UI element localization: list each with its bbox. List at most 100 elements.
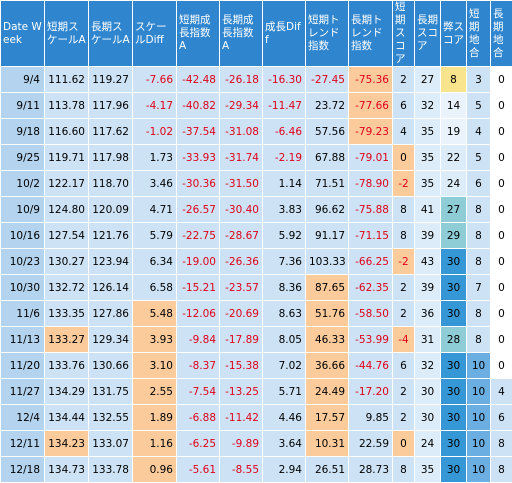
value-cell: -28.67 xyxy=(220,223,263,249)
value-cell: -66.25 xyxy=(349,249,393,275)
value-cell: 5 xyxy=(467,145,491,171)
value-cell: 118.70 xyxy=(89,171,133,197)
value-cell: 28.73 xyxy=(349,457,393,483)
value-cell: 134.23 xyxy=(45,431,89,457)
value-cell: 1.16 xyxy=(133,431,177,457)
value-cell: -15.21 xyxy=(177,275,220,301)
value-cell: 4 xyxy=(491,379,512,405)
value-cell: -12.06 xyxy=(177,301,220,327)
date-cell: 9/4 xyxy=(1,67,45,93)
header-cell: 長期スコア xyxy=(415,1,441,67)
value-cell: 5 xyxy=(467,93,491,119)
value-cell: 32 xyxy=(415,93,441,119)
value-cell: 133.78 xyxy=(89,457,133,483)
value-cell: 0 xyxy=(491,223,512,249)
value-cell: 8 xyxy=(467,197,491,223)
value-cell: 0 xyxy=(491,67,512,93)
value-cell: 39 xyxy=(415,275,441,301)
value-cell: 10 xyxy=(467,379,491,405)
value-cell: -31.50 xyxy=(220,171,263,197)
value-cell: 4.46 xyxy=(263,405,306,431)
value-cell: 1.73 xyxy=(133,145,177,171)
header-cell: スケールDiff xyxy=(133,1,177,67)
value-cell: -75.36 xyxy=(349,67,393,93)
value-cell: 129.34 xyxy=(89,327,133,353)
value-cell: 10.31 xyxy=(306,431,349,457)
value-cell: 0 xyxy=(491,197,512,223)
value-cell: 5.92 xyxy=(263,223,306,249)
value-cell: 127.86 xyxy=(89,301,133,327)
header-cell: 短期スコア xyxy=(393,1,415,67)
value-cell: 2 xyxy=(393,67,415,93)
value-cell: 10 xyxy=(467,457,491,483)
value-cell: 111.62 xyxy=(45,67,89,93)
value-cell: 35 xyxy=(415,171,441,197)
value-cell: -2 xyxy=(393,171,415,197)
value-cell: 103.33 xyxy=(306,249,349,275)
value-cell: 8 xyxy=(441,67,467,93)
value-cell: -6.46 xyxy=(263,119,306,145)
value-cell: 126.14 xyxy=(89,275,133,301)
date-cell: 11/27 xyxy=(1,379,45,405)
value-cell: -71.15 xyxy=(349,223,393,249)
value-cell: -6.88 xyxy=(177,405,220,431)
value-cell: 3.93 xyxy=(133,327,177,353)
value-cell: -8.37 xyxy=(177,353,220,379)
date-cell: 11/6 xyxy=(1,301,45,327)
value-cell: -79.01 xyxy=(349,145,393,171)
value-cell: 4.71 xyxy=(133,197,177,223)
value-cell: -11.42 xyxy=(220,405,263,431)
value-cell: 26.51 xyxy=(306,457,349,483)
value-cell: 0 xyxy=(491,93,512,119)
value-cell: 35 xyxy=(415,145,441,171)
value-cell: 130.27 xyxy=(45,249,89,275)
value-cell: 133.07 xyxy=(89,431,133,457)
value-cell: 3.83 xyxy=(263,197,306,223)
value-cell: 31 xyxy=(415,327,441,353)
value-cell: -77.66 xyxy=(349,93,393,119)
value-cell: -16.30 xyxy=(263,67,306,93)
value-cell: 2 xyxy=(393,275,415,301)
header-cell: 成長Diff xyxy=(263,1,306,67)
value-cell: 27 xyxy=(415,67,441,93)
value-cell: 2.55 xyxy=(133,379,177,405)
value-cell: 131.75 xyxy=(89,379,133,405)
value-cell: 132.55 xyxy=(89,405,133,431)
value-cell: -2 xyxy=(393,249,415,275)
value-cell: 91.17 xyxy=(306,223,349,249)
value-cell: 14 xyxy=(441,93,467,119)
value-cell: -30.36 xyxy=(177,171,220,197)
value-cell: 24.49 xyxy=(306,379,349,405)
value-cell: -9.84 xyxy=(177,327,220,353)
value-cell: 8 xyxy=(491,457,512,483)
value-cell: 8 xyxy=(467,223,491,249)
value-cell: 67.88 xyxy=(306,145,349,171)
value-cell: 2 xyxy=(393,301,415,327)
value-cell: 35 xyxy=(415,457,441,483)
value-cell: 8 xyxy=(467,301,491,327)
date-cell: 11/13 xyxy=(1,327,45,353)
value-cell: 134.44 xyxy=(45,405,89,431)
value-cell: 29 xyxy=(441,223,467,249)
value-cell: 41 xyxy=(415,197,441,223)
value-cell: 8.05 xyxy=(263,327,306,353)
value-cell: 30 xyxy=(441,457,467,483)
value-cell: 134.73 xyxy=(45,457,89,483)
value-cell: -31.08 xyxy=(220,119,263,145)
value-cell: 17.57 xyxy=(306,405,349,431)
value-cell: -33.93 xyxy=(177,145,220,171)
header-cell: 短期地合 xyxy=(467,1,491,67)
date-cell: 10/23 xyxy=(1,249,45,275)
header-cell: 長期成長指数A xyxy=(220,1,263,67)
value-cell: 134.29 xyxy=(45,379,89,405)
value-cell: -31.74 xyxy=(220,145,263,171)
date-cell: 10/30 xyxy=(1,275,45,301)
value-cell: -78.90 xyxy=(349,171,393,197)
